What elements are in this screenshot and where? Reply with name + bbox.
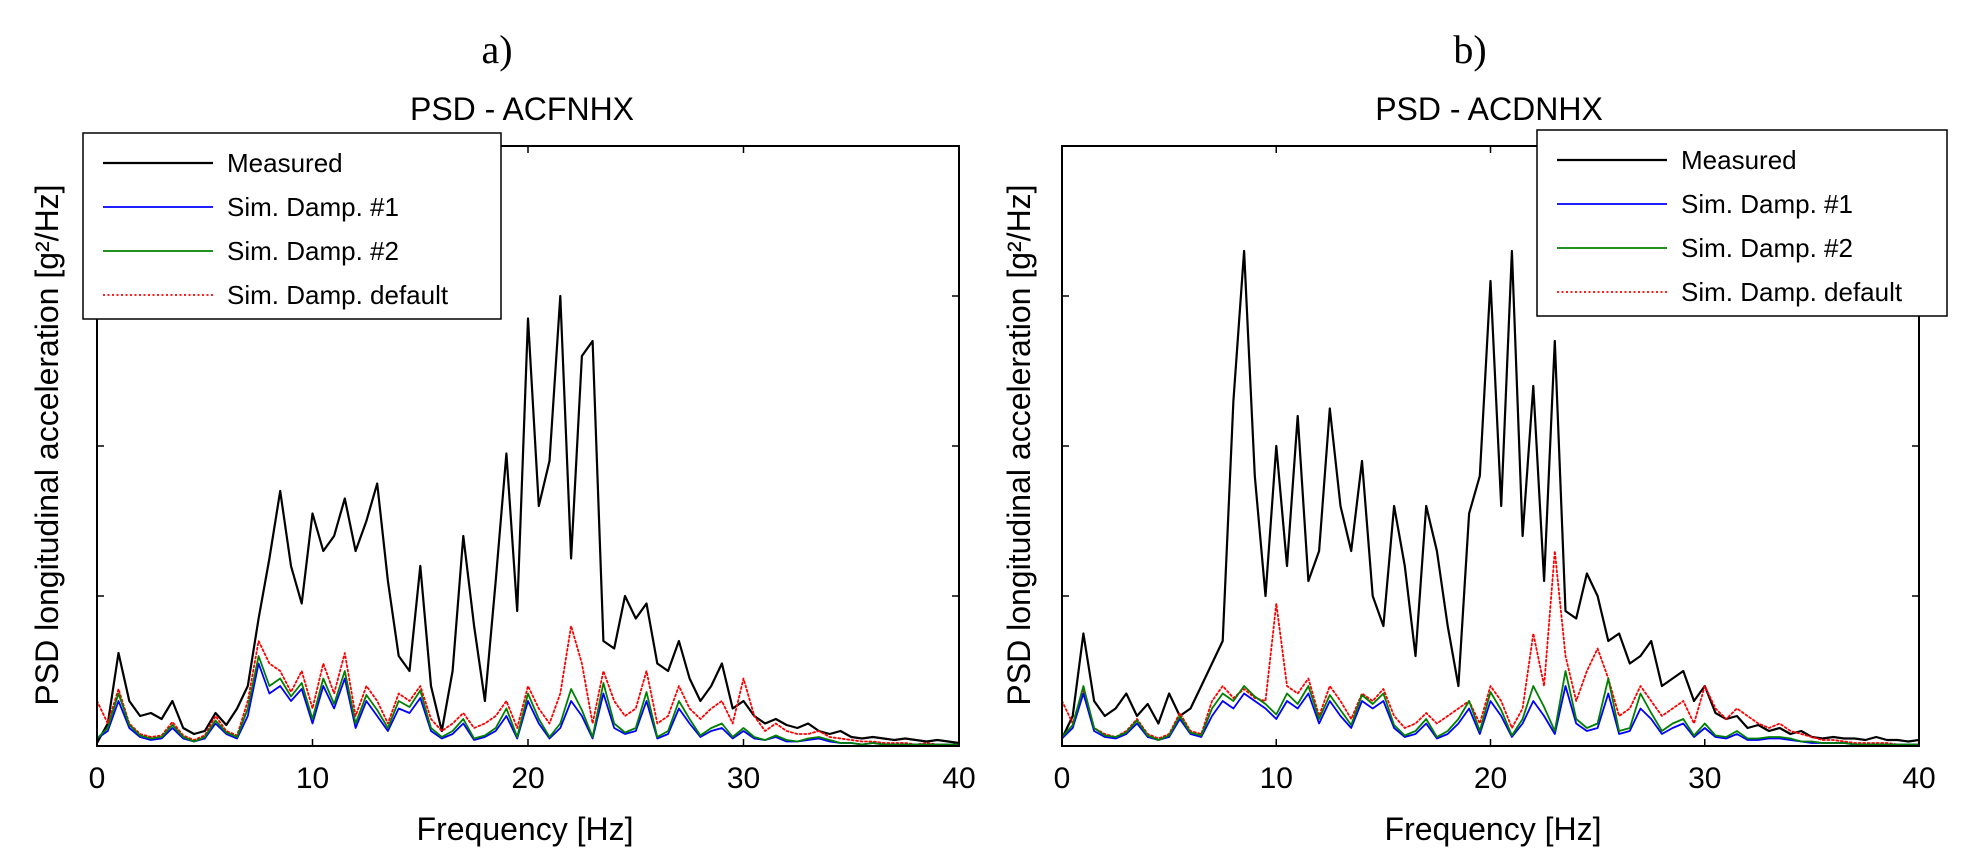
legend-label: Sim. Damp. default xyxy=(227,280,449,310)
series-line-sim-damp-default-a xyxy=(97,625,959,746)
x-tick-label: 20 xyxy=(1474,762,1507,795)
x-tick-label: 30 xyxy=(1688,762,1721,795)
chart-title-b: PSD - ACDNHX xyxy=(1375,91,1603,127)
x-axis-label-b: Frequency [Hz] xyxy=(1385,811,1602,847)
x-tick-label: 40 xyxy=(1902,762,1935,795)
legend-a: Measured Sim. Damp. #1 Sim. Damp. #2 Sim. D… xyxy=(82,132,502,320)
x-axis-label-a: Frequency [Hz] xyxy=(417,811,634,847)
legend-label: Sim. Damp. #1 xyxy=(1681,189,1853,219)
chart-title-a: PSD - ACFNHX xyxy=(410,91,634,127)
panel-b: b) PSD - ACDNHX Frequency [Hz] PSD longi… xyxy=(1001,27,1948,847)
x-tick-label: 20 xyxy=(511,762,544,795)
legend-b: Measured Sim. Damp. #1 Sim. Damp. #2 Sim. D… xyxy=(1536,129,1948,317)
x-tick-label: 0 xyxy=(89,762,106,795)
series-line-sim-damp-2-b xyxy=(1062,670,1919,746)
series-line-measured-a xyxy=(97,294,959,745)
panel-letter-b: b) xyxy=(1453,27,1486,72)
y-axis-label-a: PSD longitudinal acceleration [g²/Hz] xyxy=(29,184,65,705)
x-tick-label: 10 xyxy=(1260,762,1293,795)
x-tick-label: 30 xyxy=(727,762,760,795)
legend-label: Sim. Damp. #1 xyxy=(227,192,399,222)
legend-label: Measured xyxy=(227,148,343,178)
panel-a: a) PSD - ACFNHX Frequency [Hz] PSD longi… xyxy=(29,27,976,847)
y-axis-label-b: PSD longitudinal acceleration [g²/Hz] xyxy=(1001,184,1037,705)
series-line-sim-damp-1-b xyxy=(1062,685,1919,746)
legend-label: Sim. Damp. default xyxy=(1681,277,1903,307)
x-tick-label: 0 xyxy=(1054,762,1071,795)
series-line-sim-damp-default-b xyxy=(1062,550,1919,746)
legend-label: Sim. Damp. #2 xyxy=(227,236,399,266)
panel-letter-a: a) xyxy=(481,27,512,72)
legend-label: Measured xyxy=(1681,145,1797,175)
legend-label: Sim. Damp. #2 xyxy=(1681,233,1853,263)
x-tick-label: 40 xyxy=(942,762,975,795)
series-line-sim-damp-2-a xyxy=(97,655,959,746)
series-line-measured-b xyxy=(1062,249,1919,743)
x-tick-label: 10 xyxy=(296,762,329,795)
series-line-sim-damp-1-a xyxy=(97,662,959,746)
